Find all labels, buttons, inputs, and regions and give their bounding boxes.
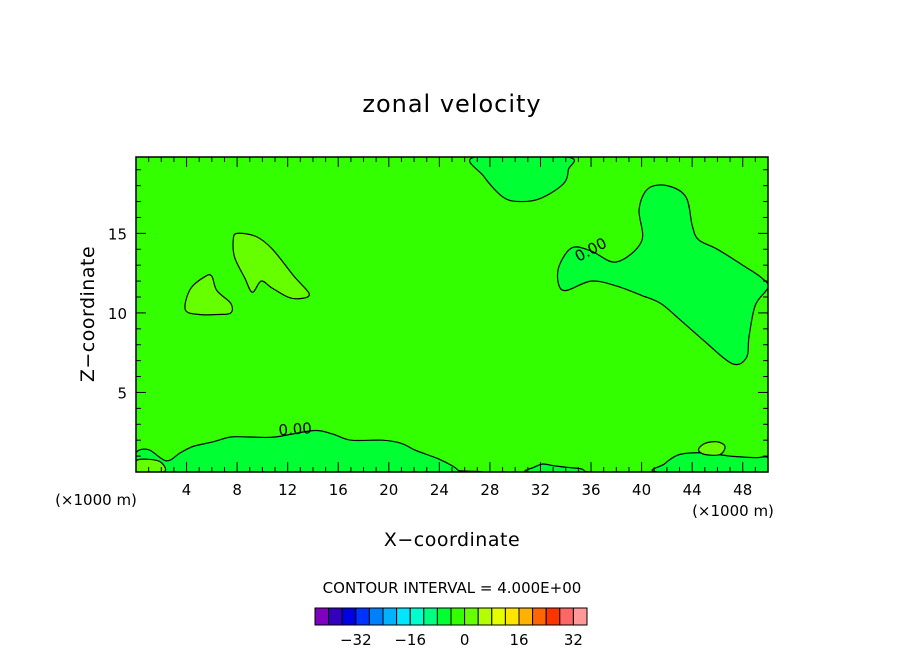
colorbar-label: 0 — [460, 631, 470, 649]
colorbar-swatch — [518, 607, 534, 626]
colorbar-swatch — [504, 607, 520, 626]
x-tick-label: 12 — [278, 481, 297, 499]
colorbar-swatch — [464, 607, 479, 626]
colorbar-swatch — [409, 607, 425, 626]
y-tick-label: 10 — [108, 305, 127, 323]
contour-region-3 — [184, 274, 234, 316]
y-axis-title: Z−coordinate — [77, 246, 99, 382]
contour-region-0 — [556, 184, 768, 366]
colorbar-swatch — [368, 607, 384, 626]
contour-region-4 — [136, 429, 483, 472]
x-tick-label: 44 — [683, 481, 702, 499]
x-unit-label-right: (×1000 m) — [692, 502, 774, 520]
y-tick-label: 5 — [117, 384, 127, 402]
colorbar-swatch — [477, 607, 493, 626]
colorbar-swatch — [423, 607, 438, 626]
colorbar-swatch — [328, 607, 343, 626]
x-tick-label: 36 — [581, 481, 600, 499]
contour-region-2 — [232, 232, 310, 300]
x-tick-label: 48 — [733, 481, 752, 499]
colorbar-swatch — [436, 607, 452, 626]
colorbar-swatch — [491, 607, 506, 626]
colorbar-swatch — [559, 607, 574, 626]
colorbar-swatch — [396, 607, 411, 626]
plot-area: 0.000.00 — [136, 157, 768, 472]
x-tick-label: 16 — [329, 481, 348, 499]
x-tick-label: 20 — [379, 481, 398, 499]
x-tick-label: 4 — [182, 481, 192, 499]
contour-region-7 — [697, 441, 726, 456]
contour-label-1: 0.00 — [278, 419, 313, 439]
contour-interval-label: CONTOUR INTERVAL = 4.000E+00 — [323, 579, 582, 597]
colorbar-label: −16 — [394, 631, 426, 649]
colorbar-swatch — [382, 607, 398, 626]
colorbar-swatch — [532, 607, 547, 626]
x-tick-label: 32 — [531, 481, 550, 499]
x-tick-label: 8 — [232, 481, 242, 499]
x-axis-title: X−coordinate — [384, 529, 520, 551]
x-tick-label: 40 — [632, 481, 651, 499]
chart-title: zonal velocity — [362, 90, 541, 118]
y-tick-label: 15 — [108, 225, 127, 243]
colorbar-swatch — [314, 607, 330, 626]
x-unit-label-left: (×1000 m) — [55, 491, 137, 509]
contour-region-8 — [136, 458, 167, 472]
colorbar-swatch — [450, 607, 466, 626]
colorbar-swatch — [341, 607, 357, 626]
colorbar-swatch — [355, 607, 370, 626]
colorbar-label: 16 — [509, 631, 528, 649]
colorbar-label: −32 — [340, 631, 372, 649]
colorbar: −32 −16 0 16 32 — [314, 607, 588, 649]
x-tick-label: 28 — [480, 481, 499, 499]
colorbar-swatch — [545, 607, 561, 626]
colorbar-label: 32 — [564, 631, 583, 649]
contour-region-6 — [651, 452, 768, 472]
x-tick-label: 24 — [430, 481, 449, 499]
colorbar-swatch — [572, 607, 588, 626]
